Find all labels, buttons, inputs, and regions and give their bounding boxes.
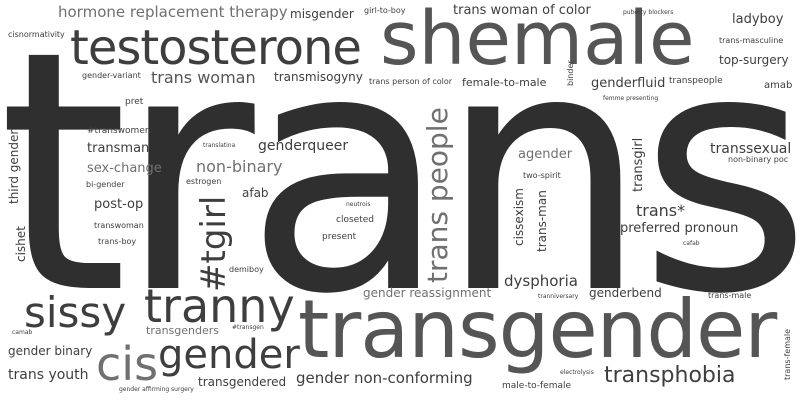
word-sex-change: sex-change: [87, 161, 162, 176]
word-cis: cis: [96, 337, 159, 391]
word-non-binary-poc: non-binary poc: [728, 155, 789, 164]
word-non-binary: non-binary: [196, 157, 283, 176]
word-gender: gender: [158, 332, 300, 378]
word-amab: amab: [764, 80, 793, 91]
word-trans-female: trans-female: [783, 328, 792, 380]
word-present: present: [322, 232, 357, 242]
word-dysphoria: dysphoria: [504, 272, 578, 290]
word-female-to-male: female-to-male: [462, 76, 547, 89]
word-gender-affirming-surgery: gender affirming surgery: [119, 386, 194, 393]
word-genderbend: genderbend: [589, 286, 662, 300]
word-girl-to-boy: girl-to-boy: [364, 6, 406, 15]
word-trans: trans: [0, 0, 800, 367]
word-trans-woman-of-color: trans woman of color: [453, 3, 591, 18]
word-transgirl: transgirl: [631, 137, 646, 192]
word-gender-non-conforming: gender non-conforming: [296, 369, 473, 387]
word-tgirl: #tgirl: [194, 195, 234, 292]
word-cafab: cafab: [683, 240, 700, 247]
word-transwoman: transwoman: [94, 221, 144, 230]
word-trans-masculine: trans-masculine: [719, 36, 784, 45]
word-cissexism: cissexism: [512, 188, 526, 246]
word-trans-people: trans people: [421, 107, 454, 283]
word-hashtag-transwomen: #transwomen: [87, 126, 151, 136]
word-transgenders: transgenders: [146, 324, 220, 337]
word-transman: transman: [87, 141, 150, 156]
word-pret: pret: [125, 97, 144, 107]
word-trans-person-of-color: trans person of color: [369, 77, 453, 86]
word-post-op: post-op: [94, 197, 144, 212]
word-femme-presenting: femme presenting: [603, 95, 659, 102]
word-bi-gender: bi-gender: [86, 180, 125, 189]
word-misgender: misgender: [290, 7, 354, 21]
word-cishet: cishet: [14, 226, 28, 262]
word-demiboy: demiboy: [229, 265, 264, 274]
word-closeted: closeted: [336, 215, 374, 225]
word-shemale: shemale: [380, 0, 695, 82]
word-male-to-female: male-to-female: [502, 381, 572, 391]
word-gender-variant: gender-variant: [82, 71, 141, 80]
word-sissy: sissy: [24, 288, 127, 337]
word-trans-man: trans-man: [535, 190, 549, 252]
word-binder: binder: [566, 60, 575, 86]
word-gender-reassignment: gender reassignment: [363, 286, 492, 300]
word-translatina: translatina: [203, 142, 236, 149]
word-gender-binary: gender binary: [8, 344, 93, 358]
word-tranny: tranny: [144, 279, 295, 333]
word-estrogen: estrogen: [186, 177, 222, 186]
word-genderfluid: genderfluid: [591, 76, 666, 91]
word-transsexual: transsexual: [710, 141, 792, 157]
word-top-surgery: top-surgery: [719, 53, 789, 67]
word-cisnormativity: cisnormativity: [8, 30, 65, 39]
word-transgendered: transgendered: [198, 375, 287, 389]
word-trans-boy: trans-boy: [98, 237, 137, 246]
word-two-spirit: two-spirit: [523, 171, 561, 180]
word-puberty-blockers: puberty blockers: [623, 9, 674, 16]
word-neutrois: neutrois: [346, 201, 371, 208]
word-afab: afab: [242, 186, 269, 200]
word-preferred-pronoun: preferred pronoun: [620, 221, 739, 236]
word-electrolysis: electrolysis: [560, 369, 594, 376]
word-agender: agender: [518, 147, 573, 162]
word-trans-woman: trans woman: [151, 68, 256, 87]
word-camab: camab: [12, 329, 33, 336]
word-hashtag-transgen: #transgen: [232, 324, 264, 331]
word-trans-male: trans-male: [708, 291, 752, 300]
word-tranniversary: tranniversary: [538, 293, 579, 300]
word-genderqueer: genderqueer: [258, 138, 349, 154]
word-transphobia: transphobia: [604, 363, 736, 388]
word-transmisogyny: transmisogyny: [274, 70, 363, 84]
word-third-gender: third gender: [7, 129, 21, 204]
word-testosterone: testosterone: [70, 20, 362, 76]
word-trans-youth: trans youth: [8, 367, 89, 383]
word-ladyboy: ladyboy: [732, 12, 784, 27]
word-transpeople: transpeople: [669, 76, 723, 86]
word-hormone-replacement-therapy: hormone replacement therapy: [58, 3, 288, 21]
word-trans-star: trans*: [636, 201, 686, 220]
word-transgender: transgender: [298, 283, 777, 376]
